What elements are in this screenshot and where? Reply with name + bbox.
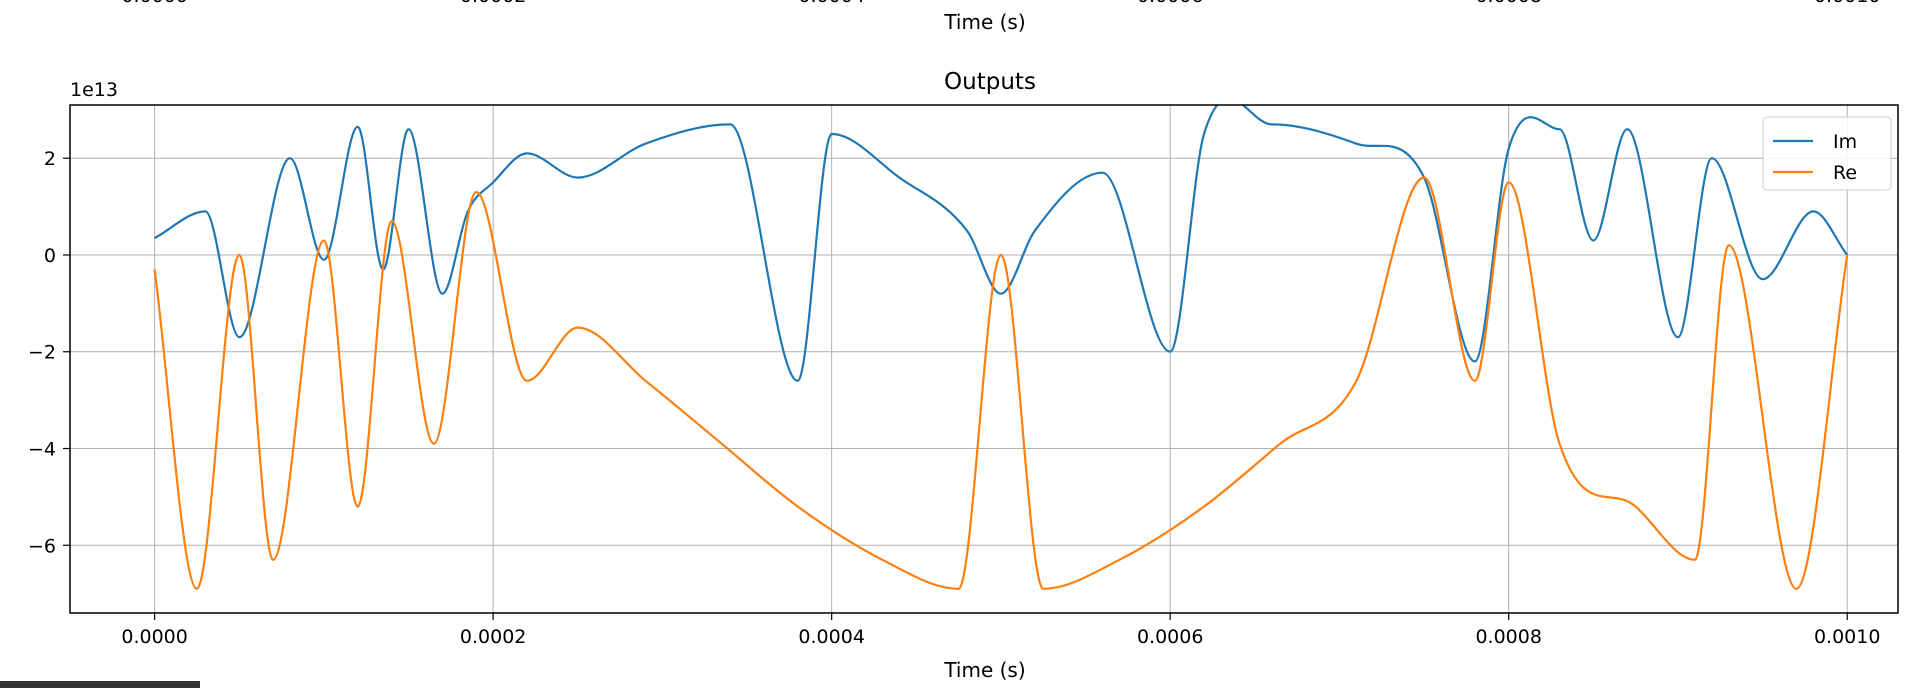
y-axis-ticks: −6 −4 −2 0 2 [28,148,70,557]
x-axis-title: Time (s) [943,658,1025,682]
series-line-re [153,176,1849,590]
top-fragment-tick-label: 0.0008 [1475,0,1541,7]
x-tick-label: 0.0008 [1475,626,1541,648]
dark-bar [0,681,200,688]
top-fragment-tick-label: 0.0010 [1814,0,1880,7]
chart-title: Outputs [944,69,1036,95]
grid [70,105,1898,613]
top-fragment-xlabel: Time (s) [943,10,1025,34]
x-tick-label: 0.0000 [121,626,187,648]
top-fragment-tick-label: 0.0004 [798,0,864,7]
legend-label-re: Re [1833,162,1857,184]
plot-frame [69,104,1899,614]
y-tick-label: 2 [44,148,56,170]
legend-box [1762,116,1892,191]
x-tick-label: 0.0010 [1814,626,1880,648]
legend: Im Re [1762,116,1892,191]
series-line-im [154,105,1849,382]
x-tick-label: 0.0006 [1137,626,1203,648]
top-fragment-tick-label: 0.0006 [1137,0,1203,7]
y-tick-label: 0 [44,245,56,267]
top-fragment-tick-label: 0.0002 [460,0,526,7]
x-axis-ticks: 0.0000 0.0002 0.0004 0.0006 0.0008 0.0010 [121,613,1880,648]
y-tick-label: −6 [28,535,56,557]
top-fragment-tick-label: 0.0000 [121,0,187,7]
y-tick-label: −4 [28,439,56,461]
x-tick-label: 0.0004 [798,626,864,648]
top-fragment-ticks: 0.0000 0.0002 0.0004 0.0006 0.0008 0.0010 [121,0,1880,7]
top-fragment: Time (s) 0.00000.00020.00040.00060.00080… [121,0,1880,34]
y-tick-label: −2 [28,342,56,364]
series-lines [153,105,1849,590]
x-tick-label: 0.0002 [460,626,526,648]
legend-label-im: Im [1833,131,1857,153]
y-offset-label: 1e13 [70,79,118,101]
